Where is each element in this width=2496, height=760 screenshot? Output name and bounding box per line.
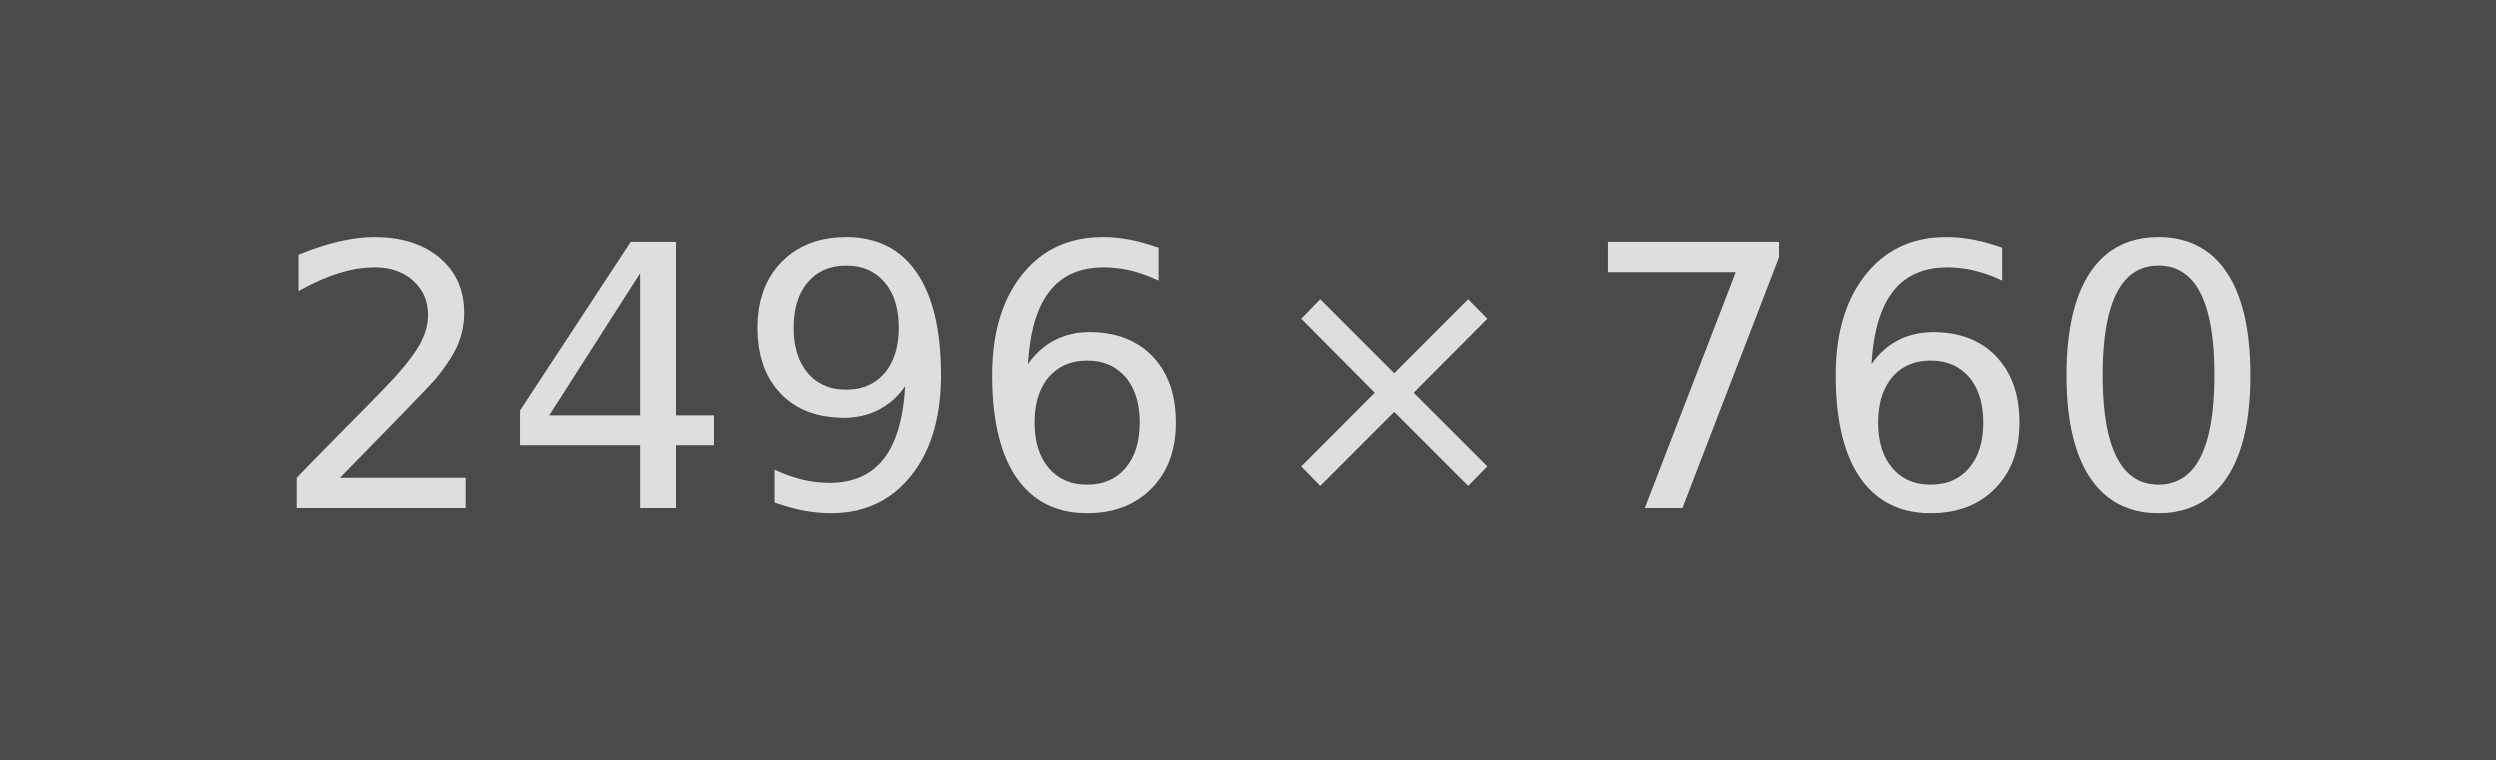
- width-label: 2496: [270, 169, 1199, 595]
- times-separator: ×: [1256, 190, 1533, 574]
- height-label: 760: [1578, 169, 2275, 595]
